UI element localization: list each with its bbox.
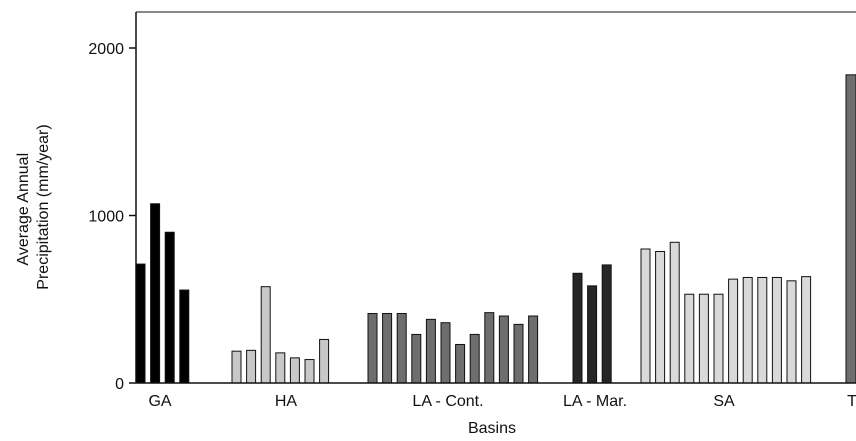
bar bbox=[484, 312, 495, 384]
bar bbox=[513, 323, 524, 384]
bar bbox=[425, 318, 436, 384]
y-axis-title-line-2: Precipitation (mm/year) bbox=[35, 124, 52, 289]
bar bbox=[164, 231, 175, 384]
bar bbox=[640, 248, 651, 384]
bar-group bbox=[845, 74, 856, 384]
bar bbox=[411, 333, 422, 384]
bars bbox=[135, 74, 856, 384]
bar bbox=[319, 338, 330, 384]
y-tick-label: 0 bbox=[115, 376, 124, 393]
bar bbox=[655, 251, 666, 384]
y-axis-title-line-1: Average Annual bbox=[15, 153, 32, 266]
bar-group bbox=[640, 241, 812, 384]
bar bbox=[179, 289, 190, 384]
x-tick-label: SA bbox=[713, 393, 735, 410]
bar-group bbox=[367, 312, 539, 384]
bar bbox=[757, 276, 768, 384]
bar bbox=[367, 312, 378, 384]
bar bbox=[742, 276, 753, 384]
bar bbox=[698, 293, 709, 384]
x-tick-label: LA - Mar. bbox=[563, 393, 627, 410]
bar bbox=[455, 343, 466, 384]
bar bbox=[713, 293, 724, 384]
bar-group bbox=[231, 286, 330, 384]
bar bbox=[572, 272, 583, 384]
x-tick-label: T bbox=[847, 393, 856, 410]
bar bbox=[801, 276, 812, 384]
bar bbox=[382, 312, 393, 384]
x-tick-label: LA - Cont. bbox=[412, 393, 483, 410]
bar bbox=[135, 263, 146, 384]
bar bbox=[786, 280, 797, 384]
bar bbox=[601, 264, 612, 384]
x-axis-title: Basins bbox=[468, 420, 516, 437]
y-tick-label: 2000 bbox=[88, 41, 124, 58]
bar-group bbox=[135, 203, 190, 384]
bar bbox=[440, 322, 451, 384]
bar bbox=[728, 278, 739, 384]
bar bbox=[396, 312, 407, 384]
bar bbox=[771, 276, 782, 384]
bar bbox=[150, 203, 161, 384]
bar bbox=[845, 74, 856, 384]
bar bbox=[304, 359, 315, 384]
bar bbox=[528, 315, 539, 384]
bar bbox=[498, 315, 509, 384]
x-tick-label: GA bbox=[148, 393, 171, 410]
bar-group bbox=[572, 264, 612, 384]
bar bbox=[289, 357, 300, 384]
x-tick-label: HA bbox=[275, 393, 298, 410]
bar bbox=[684, 293, 695, 384]
bar bbox=[587, 285, 598, 384]
bar bbox=[469, 333, 480, 384]
bar bbox=[246, 349, 257, 384]
y-tick-label: 1000 bbox=[88, 209, 124, 226]
x-axis: GA HA LA - Cont. LA - Mar. SA T bbox=[136, 382, 856, 410]
bar bbox=[231, 350, 242, 384]
bar bbox=[275, 352, 286, 384]
y-axis-title: Average Annual Precipitation (mm/year) bbox=[15, 124, 52, 289]
bar bbox=[260, 286, 271, 384]
bar bbox=[669, 241, 680, 384]
